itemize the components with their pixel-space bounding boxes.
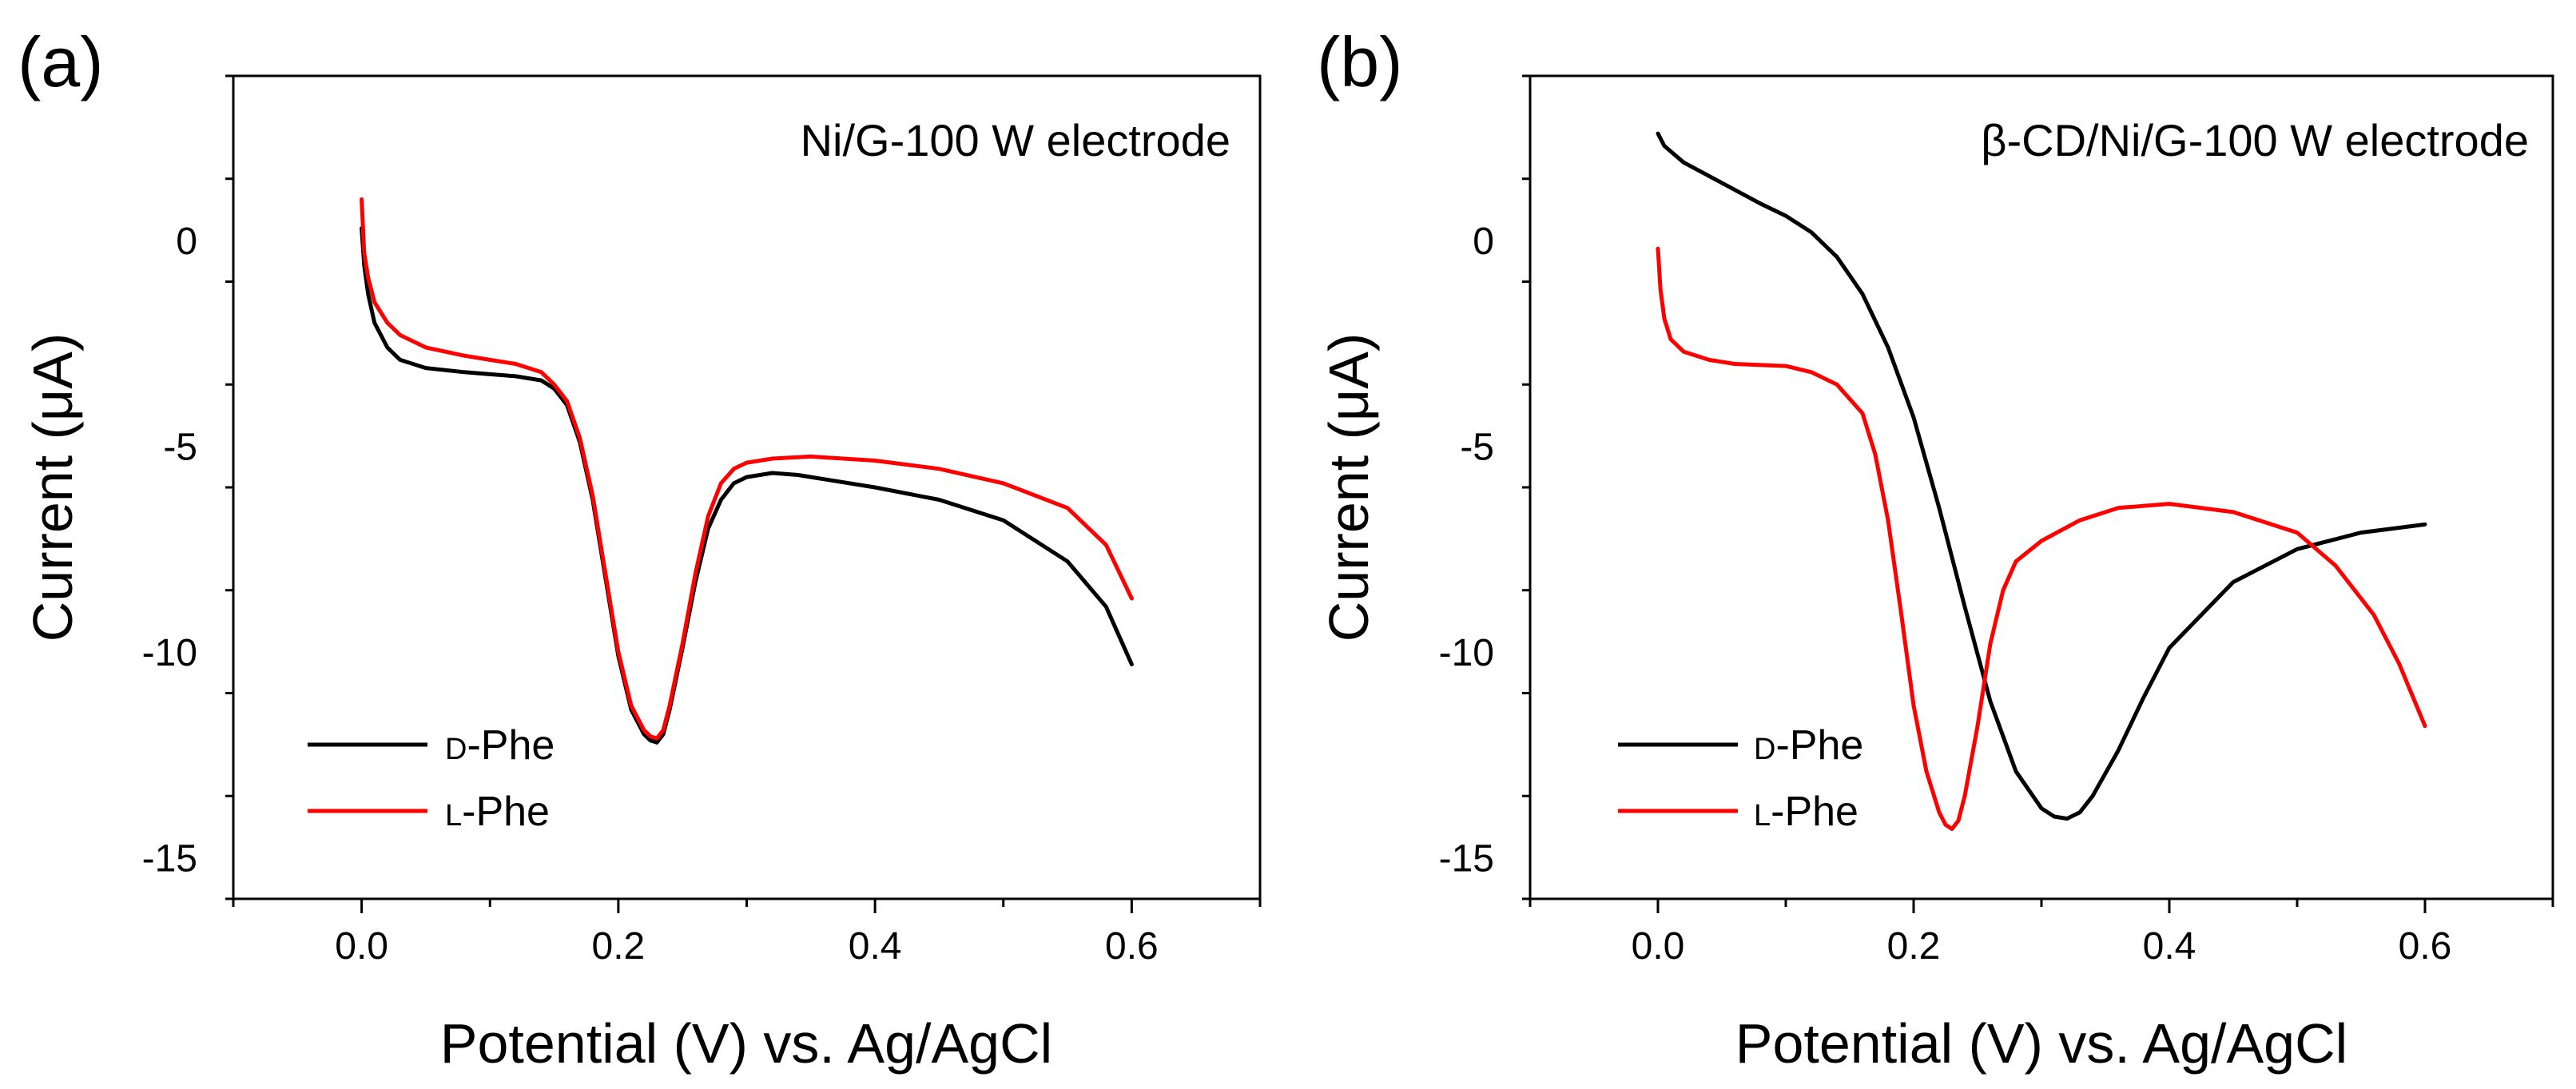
panel-b-ticks: [1522, 74, 2554, 913]
panel-a-x-tick-label: 0.0: [335, 925, 388, 968]
panel-a-plot-frame: [232, 74, 1262, 900]
panel-a-legend-suffix-d: -Phe: [467, 722, 555, 769]
panel-b-legend-suffix-l: -Phe: [1771, 789, 1858, 835]
panel-a-legend: D-Phe L-Phe: [308, 722, 555, 835]
panel-b-series-line-l-phe: [1656, 246, 2427, 831]
panel-b-x-axis-title: Potential (V) vs. Ag/AgCl: [1735, 1012, 2347, 1075]
panel-b-series-line-d-phe: [1656, 131, 2427, 821]
panel-b-y-tick-label: 0: [1473, 221, 1494, 263]
panel-b-legend-label-d-phe: D-Phe: [1754, 722, 1863, 769]
panel-a-legend-prefix-d: D: [445, 733, 467, 766]
panel-b-y-axis-title: Current (μA): [1318, 333, 1380, 642]
panel-b-x-tick-label: 0.4: [2143, 925, 2196, 968]
panel-a-ticks: [225, 74, 1262, 913]
panel-a-tick-labels: 0.0 0.2 0.4 0.6 0 -5 -10 -15: [142, 221, 1159, 968]
panel-b-plot-frame: [1529, 74, 2554, 900]
panel-a-x-tick-label: 0.6: [1105, 925, 1159, 968]
panel-b-y-tick-label: -5: [1460, 427, 1494, 469]
panel-b-y-tick-label: -15: [1439, 838, 1494, 880]
panel-a-legend-label-d-phe: D-Phe: [445, 722, 555, 769]
panel-a-x-tick-label: 0.2: [592, 925, 646, 968]
panel-b: (b) 0.0 0.2 0.4 0.6 0 -5 -10 -15 β-CD/Ni/G-100 …: [1317, 22, 2554, 1075]
panel-a-legend-prefix-l: L: [445, 799, 462, 833]
panel-a-y-tick-label: 0: [176, 221, 197, 263]
panel-b-x-tick-label: 0.0: [1632, 925, 1685, 968]
panel-a-series-line-d-phe: [360, 226, 1134, 745]
panel-a-series: [360, 197, 1134, 745]
panel-a-y-axis-title: Current (μA): [22, 333, 84, 642]
panel-b-legend-prefix-l: L: [1754, 799, 1771, 833]
panel-a-x-tick-label: 0.4: [849, 925, 902, 968]
panel-b-legend-suffix-d: -Phe: [1775, 722, 1863, 769]
panel-a-y-tick-label: -5: [163, 427, 197, 469]
panel-b-x-tick-label: 0.2: [1887, 925, 1941, 968]
panel-b-x-tick-label: 0.6: [2399, 925, 2452, 968]
panel-b-legend: D-Phe L-Phe: [1618, 722, 1863, 835]
panel-b-label: (b): [1317, 22, 1403, 101]
panel-b-title: β-CD/Ni/G-100 W electrode: [1981, 115, 2529, 165]
panel-a-y-tick-label: -10: [142, 632, 197, 674]
panel-a: (a) 0.0 0.2 0.4 0.6 0 -5 -10 -15 Ni/G-100 W ele…: [18, 22, 1262, 1075]
panel-b-legend-prefix-d: D: [1754, 733, 1775, 766]
panel-a-x-axis-title: Potential (V) vs. Ag/AgCl: [440, 1012, 1052, 1075]
panel-a-y-tick-label: -15: [142, 838, 197, 880]
panel-b-tick-labels: 0.0 0.2 0.4 0.6 0 -5 -10 -15: [1439, 221, 2452, 968]
panel-a-label: (a): [18, 22, 104, 101]
panel-a-legend-suffix-l: -Phe: [462, 789, 550, 835]
panel-b-y-tick-label: -10: [1439, 632, 1494, 674]
panel-a-title: Ni/G-100 W electrode: [801, 115, 1230, 165]
panel-a-series-line-l-phe: [360, 197, 1134, 741]
panel-b-series: [1656, 131, 2427, 831]
panel-a-legend-label-l-phe: L-Phe: [445, 789, 550, 835]
panel-b-legend-label-l-phe: L-Phe: [1754, 789, 1858, 835]
